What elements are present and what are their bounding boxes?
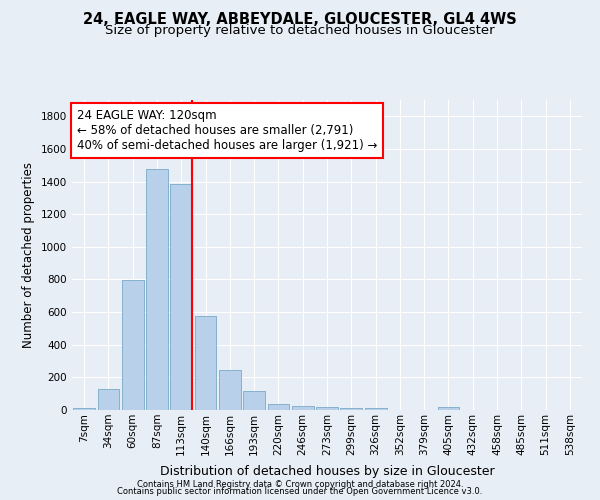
Text: Contains public sector information licensed under the Open Government Licence v3: Contains public sector information licen… (118, 487, 482, 496)
Text: 24, EAGLE WAY, ABBEYDALE, GLOUCESTER, GL4 4WS: 24, EAGLE WAY, ABBEYDALE, GLOUCESTER, GL… (83, 12, 517, 28)
Bar (365, 408, 386, 410)
Bar (122, 280, 143, 410)
Bar (243, 391, 265, 410)
Bar (219, 370, 241, 410)
Bar (268, 404, 289, 410)
Bar (316, 406, 338, 410)
Y-axis label: Number of detached properties: Number of detached properties (22, 162, 35, 348)
Bar (194, 316, 217, 410)
Text: Distribution of detached houses by size in Gloucester: Distribution of detached houses by size … (160, 464, 494, 477)
Bar (146, 170, 168, 410)
Bar (437, 406, 460, 410)
Bar (73, 408, 95, 410)
Text: 24 EAGLE WAY: 120sqm
← 58% of detached houses are smaller (2,791)
40% of semi-de: 24 EAGLE WAY: 120sqm ← 58% of detached h… (77, 110, 377, 152)
Bar (170, 184, 192, 410)
Text: Contains HM Land Registry data © Crown copyright and database right 2024.: Contains HM Land Registry data © Crown c… (137, 480, 463, 489)
Text: Size of property relative to detached houses in Gloucester: Size of property relative to detached ho… (105, 24, 495, 37)
Bar (97, 389, 119, 410)
Bar (292, 406, 314, 410)
Bar (340, 408, 362, 410)
